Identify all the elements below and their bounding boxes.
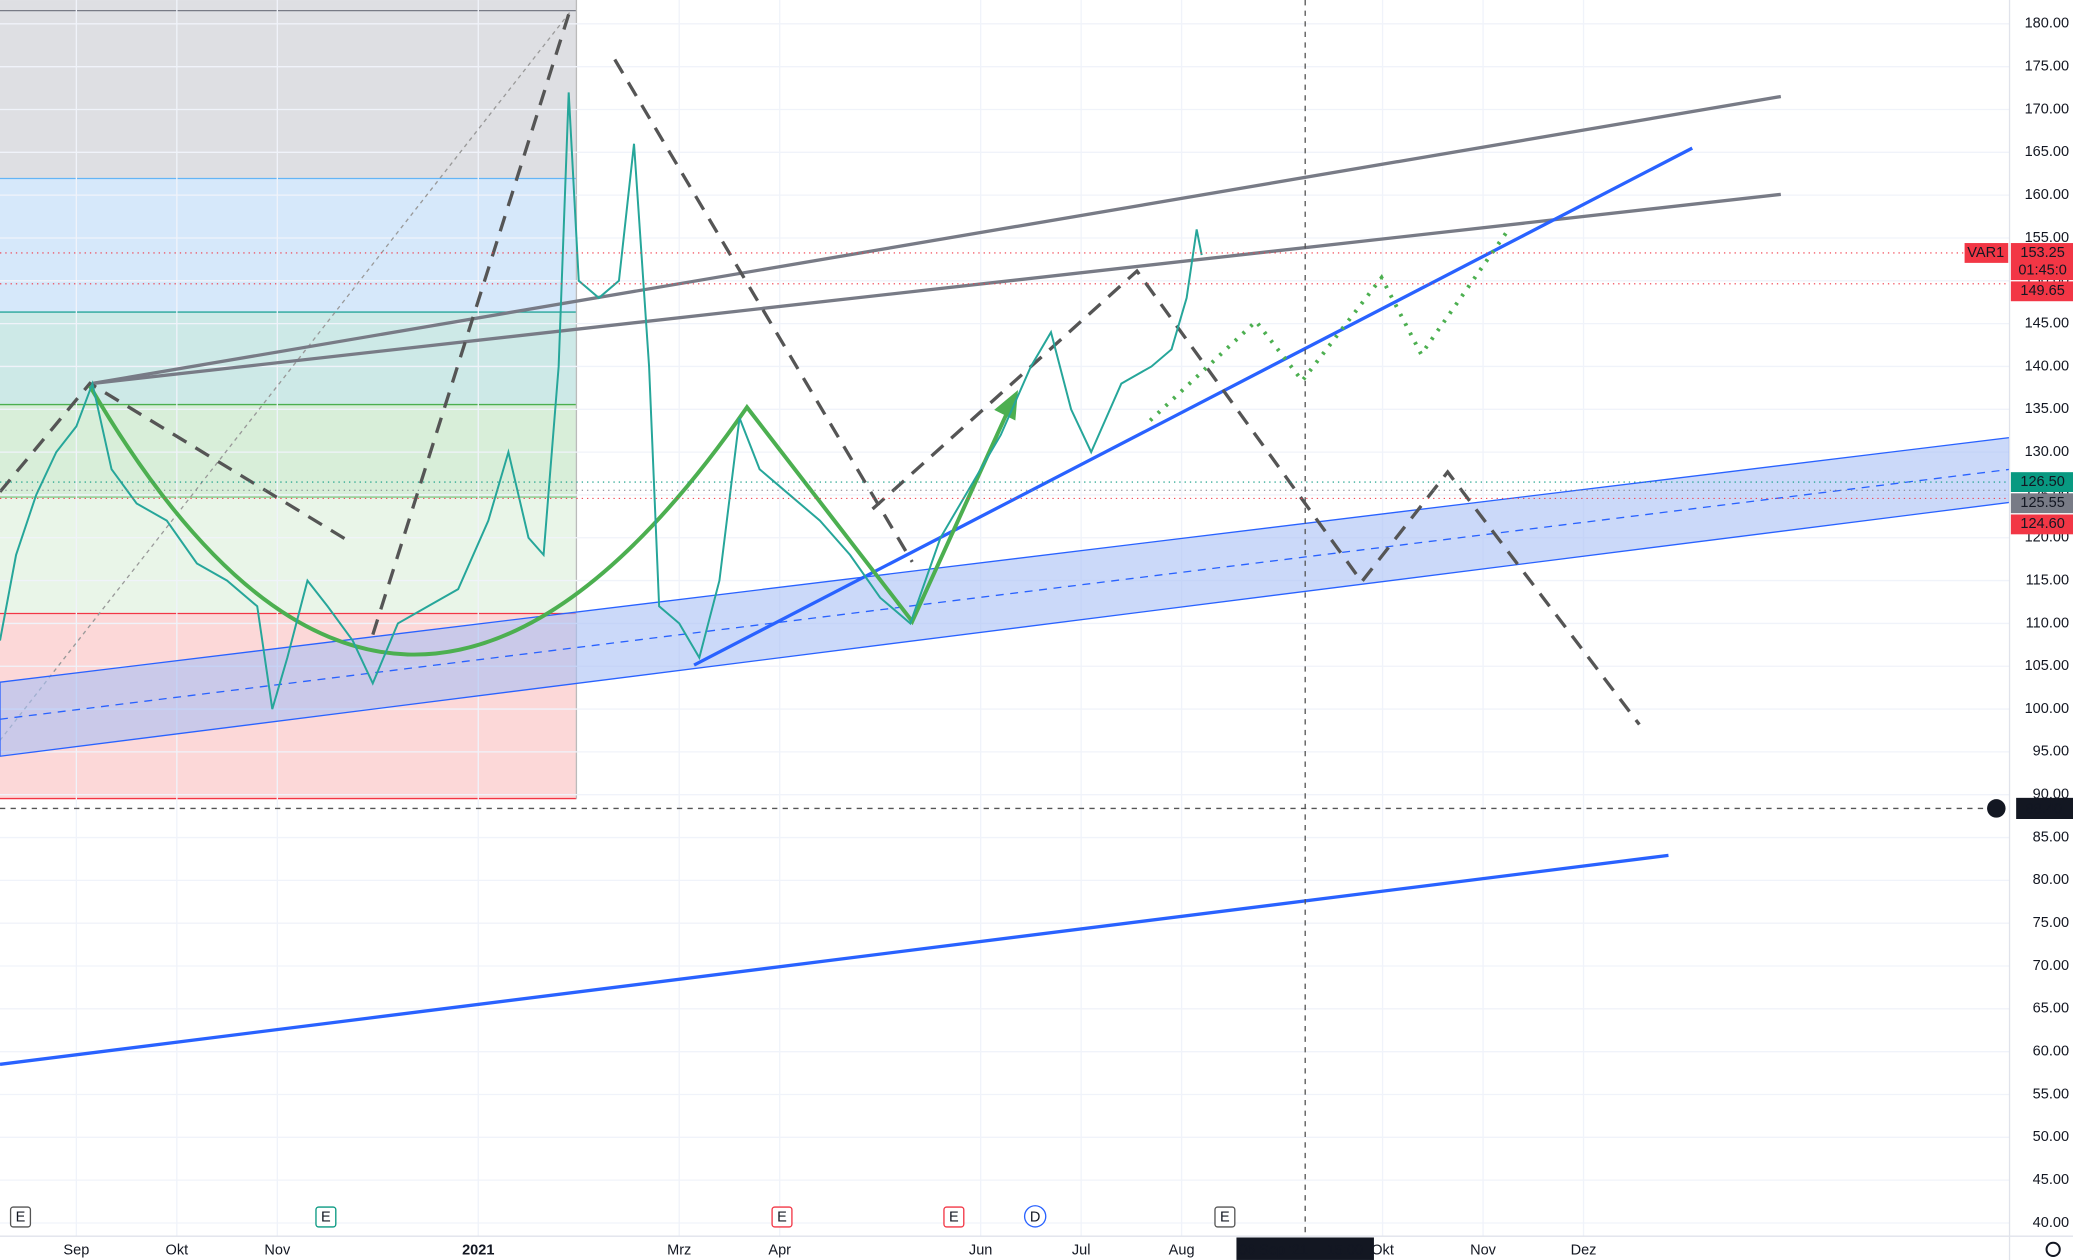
y-tick-label: 165.00 xyxy=(2025,144,2069,160)
event-label: E xyxy=(949,1210,959,1226)
y-tick-label: 95.00 xyxy=(2033,744,2069,760)
gear[interactable] xyxy=(2045,1241,2061,1257)
y-tick-label: 60.00 xyxy=(2033,1044,2069,1060)
drawings xyxy=(0,6,2011,1066)
y-tick-label: 50.00 xyxy=(2033,1129,2069,1145)
x-tick-label: Okt xyxy=(166,1243,189,1259)
channel-mid xyxy=(0,468,2010,720)
x-tick-label: Aug xyxy=(1169,1243,1195,1259)
series-name: VAR1 xyxy=(1967,245,2004,261)
zone xyxy=(0,312,577,405)
price-label-box xyxy=(2010,243,2073,281)
y-tick-label: 175.00 xyxy=(2025,59,2069,75)
y-tick-label: 135.00 xyxy=(2025,401,2069,417)
crosshair-add[interactable] xyxy=(1987,799,2006,818)
event-icon[interactable] xyxy=(315,1206,337,1228)
price-axis xyxy=(2009,0,2073,1260)
y-tick-label: 115.00 xyxy=(2026,572,2069,588)
grid xyxy=(0,0,2010,1237)
y-tick-label: 145.00 xyxy=(2025,315,2069,331)
trend-line xyxy=(92,192,1782,386)
event-label: E xyxy=(16,1210,26,1226)
event-label: E xyxy=(1220,1210,1230,1226)
y-tick-label: 110.00 xyxy=(2026,615,2069,631)
crosshair-price: 88.40 xyxy=(2026,802,2062,818)
event-label: E xyxy=(321,1210,331,1226)
price-label-box xyxy=(2010,493,2073,514)
price-label: 124.60 xyxy=(2020,516,2064,532)
crosshair-time-box xyxy=(1236,1237,1374,1260)
dashed-path xyxy=(371,6,573,636)
event-icon[interactable] xyxy=(943,1206,965,1228)
event-label: D xyxy=(1030,1210,1041,1226)
price-label: 125.55 xyxy=(2020,495,2064,511)
zone xyxy=(0,497,577,614)
event-icons: E E E E D E xyxy=(9,1205,1236,1228)
x-tick-label: Apr xyxy=(768,1243,791,1259)
x-tick-label: Nov xyxy=(1470,1243,1497,1259)
arrow-head xyxy=(994,390,1018,421)
time-axis xyxy=(0,1236,2073,1260)
y-tick-label: 85.00 xyxy=(2033,829,2069,845)
dashed-path xyxy=(0,381,352,544)
y-tick-label: 45.00 xyxy=(2033,1172,2069,1188)
y-tick-label: 180.00 xyxy=(2025,16,2069,32)
x-tick-label: Okt xyxy=(1371,1243,1394,1259)
projection-curve xyxy=(88,385,1014,657)
event-icon[interactable] xyxy=(771,1206,793,1228)
y-tick-label: 155.00 xyxy=(2025,230,2069,246)
y-tick-label: 55.00 xyxy=(2033,1086,2069,1102)
y-tick-label: 70.00 xyxy=(2033,958,2069,974)
trend-line xyxy=(0,853,1669,1066)
y-tick-label: 130.00 xyxy=(2025,444,2069,460)
settings-icon[interactable] xyxy=(2045,1241,2061,1257)
dashed-path xyxy=(613,58,914,563)
price-label-box xyxy=(2010,472,2073,493)
x-tick-label: Dez xyxy=(1571,1243,1597,1259)
event-icon[interactable] xyxy=(1023,1205,1047,1228)
crosshair-price-box xyxy=(2016,797,2073,819)
price-label: 149.65 xyxy=(2020,283,2064,299)
fib-diagonal xyxy=(0,10,572,741)
x-tick-label: Jul xyxy=(1072,1243,1091,1259)
y-tick-label: 140.00 xyxy=(2025,358,2069,374)
price-label: 153.25 xyxy=(2020,245,2064,261)
x-tick-label: Mrz xyxy=(667,1243,691,1259)
x-tick-label: Sep xyxy=(63,1243,89,1259)
crosshair-time: 15:00 xyxy=(1327,1243,1363,1259)
y-tick-label: 65.00 xyxy=(2033,1001,2069,1017)
series-name-box xyxy=(1964,243,2009,263)
event-label: E xyxy=(777,1210,787,1226)
x-tick-label: Nov xyxy=(264,1243,291,1259)
trend-line xyxy=(92,94,1782,386)
y-tick-label: 160.00 xyxy=(2025,187,2069,203)
price-series xyxy=(0,92,1203,710)
trend-line xyxy=(693,146,1694,667)
x-tick-label: 2021 xyxy=(462,1243,494,1259)
price-line xyxy=(0,92,1203,710)
y-tick-label: 105.00 xyxy=(2025,658,2069,674)
y-tick-label: 75.00 xyxy=(2033,915,2069,931)
countdown: 01:45:0 xyxy=(2018,263,2066,279)
x-tick-label: Jun xyxy=(969,1243,992,1259)
y-tick-label: 80.00 xyxy=(2033,872,2069,888)
y-tick-label: 170.00 xyxy=(2025,101,2069,117)
overlay xyxy=(0,0,2010,1237)
crosshair-date: 06 Sep '21 xyxy=(1239,1243,1308,1259)
event-icon[interactable] xyxy=(1214,1206,1236,1228)
price-label: 126.50 xyxy=(2020,474,2064,490)
zone xyxy=(0,178,577,313)
y-tick-label: 40.00 xyxy=(2033,1215,2069,1231)
zone xyxy=(0,0,577,179)
event-icon[interactable] xyxy=(9,1206,32,1228)
y-tick-label: 100.00 xyxy=(2025,701,2069,717)
dashed-path xyxy=(871,268,1641,726)
zone xyxy=(0,404,577,498)
price-label-box xyxy=(2010,281,2073,302)
price-label-box xyxy=(2010,514,2073,535)
